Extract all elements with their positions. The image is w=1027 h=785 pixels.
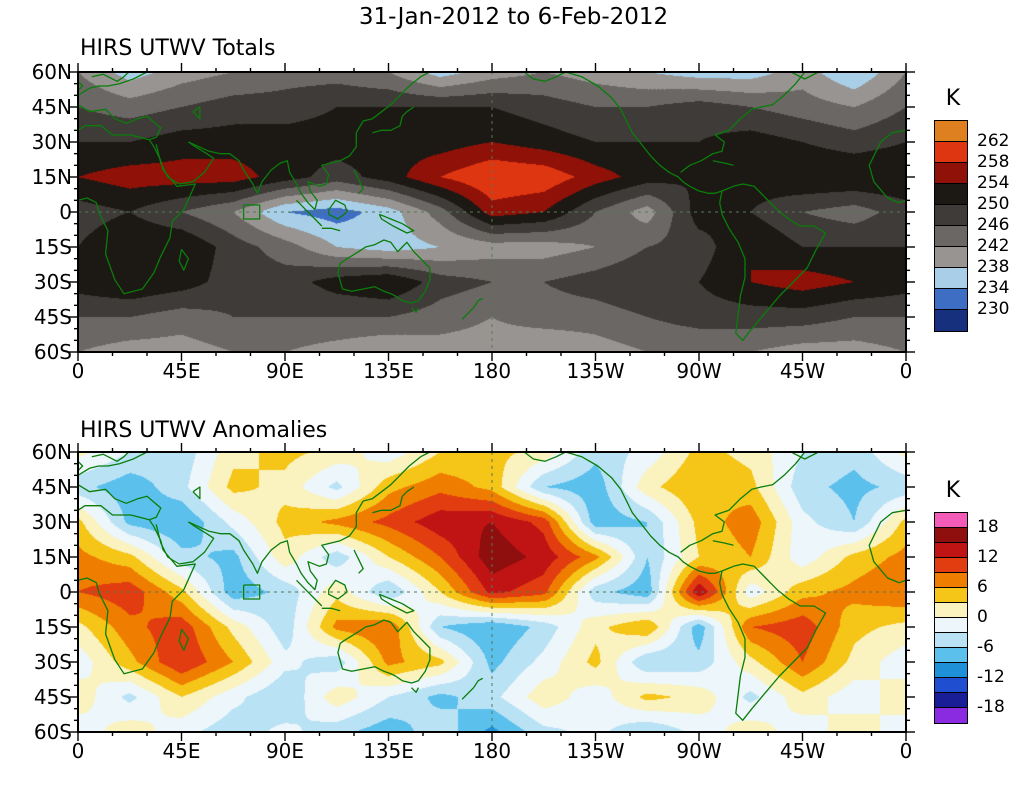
- totals-map: [69, 63, 915, 361]
- colorbar-cell: [935, 633, 967, 648]
- panel-totals-title: HIRS UTWV Totals: [80, 36, 276, 61]
- lat-tick-label: 60S: [33, 720, 72, 744]
- colorbar-cell: [935, 268, 967, 289]
- colorbar-cell: [935, 184, 967, 205]
- lon-tick-label: 90W: [676, 359, 722, 383]
- colorbar-tick-label: 254: [977, 173, 1010, 193]
- anomalies-map: [69, 443, 915, 741]
- colorbar-tick-label: 258: [977, 152, 1010, 172]
- lon-tick-label: 135E: [363, 359, 414, 383]
- colorbar-cell: [935, 573, 967, 588]
- lon-tick-label: 0: [899, 739, 913, 763]
- colorbar-tick-label: 0: [977, 607, 988, 627]
- colorbar-cell: [935, 663, 967, 678]
- panel-anomalies-title: HIRS UTWV Anomalies: [80, 418, 328, 443]
- lat-tick-label: 30N: [31, 130, 72, 154]
- colorbar-cell: [935, 142, 967, 163]
- lat-tick-label: 30S: [33, 650, 72, 674]
- lon-tick-label: 0: [71, 359, 85, 383]
- colorbar-cell: [935, 226, 967, 247]
- lat-tick-label: 45S: [33, 305, 72, 329]
- totals-colorbar-units: K: [945, 86, 961, 111]
- lat-tick-label: 15S: [33, 235, 72, 259]
- colorbar-tick-label: -6: [977, 637, 994, 657]
- lon-tick-label: 0: [71, 739, 85, 763]
- colorbar-tick-label: 18: [977, 517, 999, 537]
- lat-tick-label: 45S: [33, 685, 72, 709]
- lat-tick-label: 0: [59, 200, 72, 224]
- colorbar-tick-label: -12: [977, 667, 1005, 687]
- colorbar-cell: [935, 708, 967, 723]
- colorbar-tick-label: 238: [977, 257, 1010, 277]
- colorbar-tick-label: 12: [977, 547, 999, 567]
- colorbar-cell: [935, 528, 967, 543]
- lon-tick-label: 180: [472, 739, 512, 763]
- colorbar-cell: [935, 693, 967, 708]
- lon-tick-label: 45W: [779, 359, 826, 383]
- figure-title: 31-Jan-2012 to 6-Feb-2012: [358, 4, 669, 30]
- lon-tick-label: 45E: [162, 739, 201, 763]
- lon-tick-label: 135W: [566, 739, 625, 763]
- colorbar-cell: [935, 603, 967, 618]
- lon-tick-label: 180: [472, 359, 512, 383]
- anomalies-colorbar: [934, 512, 968, 724]
- lon-tick-label: 90E: [265, 739, 305, 763]
- colorbar-tick-label: 234: [977, 278, 1010, 298]
- lat-tick-label: 45N: [31, 475, 72, 499]
- totals-heatmap-canvas: [78, 72, 906, 352]
- lon-tick-label: 45W: [779, 739, 826, 763]
- colorbar-cell: [935, 163, 967, 184]
- colorbar-cell: [935, 513, 967, 528]
- lat-tick-label: 15S: [33, 615, 72, 639]
- lon-tick-label: 90W: [676, 739, 722, 763]
- colorbar-cell: [935, 648, 967, 663]
- colorbar-cell: [935, 543, 967, 558]
- colorbar-cell: [935, 558, 967, 573]
- lat-tick-label: 45N: [31, 95, 72, 119]
- lat-tick-label: 0: [59, 580, 72, 604]
- lat-tick-label: 30S: [33, 270, 72, 294]
- lat-tick-label: 60N: [31, 440, 72, 464]
- lat-tick-label: 60S: [33, 340, 72, 364]
- colorbar-cell: [935, 289, 967, 310]
- colorbar-cell: [935, 588, 967, 603]
- colorbar-cell: [935, 205, 967, 226]
- colorbar-tick-label: 6: [977, 577, 988, 597]
- colorbar-cell: [935, 618, 967, 633]
- lon-tick-label: 0: [899, 359, 913, 383]
- anomalies-heatmap-canvas: [78, 452, 906, 732]
- lat-tick-label: 15N: [31, 545, 72, 569]
- colorbar-cell: [935, 678, 967, 693]
- anomalies-colorbar-units: K: [945, 478, 961, 503]
- colorbar-tick-label: 250: [977, 194, 1010, 214]
- lon-tick-label: 135E: [363, 739, 414, 763]
- colorbar-tick-label: 242: [977, 236, 1010, 256]
- colorbar-cell: [935, 121, 967, 142]
- lat-tick-label: 15N: [31, 165, 72, 189]
- lon-tick-label: 45E: [162, 359, 201, 383]
- lon-tick-label: 90E: [265, 359, 305, 383]
- totals-colorbar: [934, 120, 968, 332]
- colorbar-cell: [935, 247, 967, 268]
- colorbar-tick-label: 246: [977, 215, 1010, 235]
- colorbar-tick-label: 262: [977, 131, 1010, 151]
- colorbar-tick-label: 230: [977, 299, 1010, 319]
- colorbar-tick-label: -18: [977, 697, 1005, 717]
- lon-tick-label: 135W: [566, 359, 625, 383]
- lat-tick-label: 60N: [31, 60, 72, 84]
- colorbar-cell: [935, 310, 967, 331]
- lat-tick-label: 30N: [31, 510, 72, 534]
